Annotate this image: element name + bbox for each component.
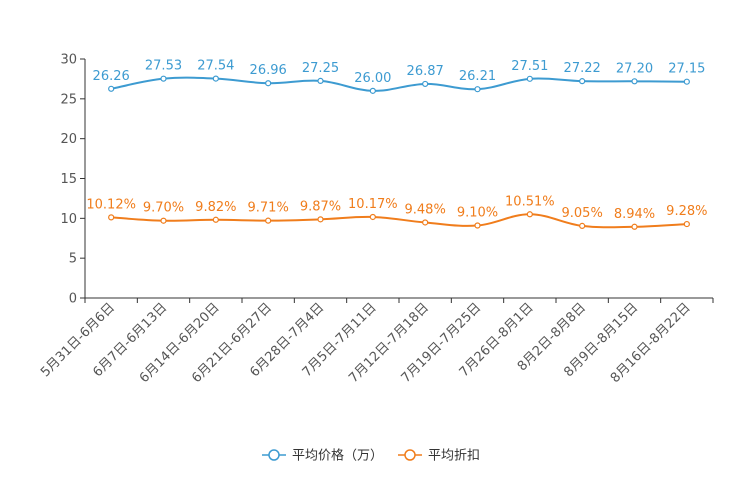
data-label: 26.87 <box>407 64 444 79</box>
data-point[interactable] <box>317 77 324 85</box>
data-point[interactable] <box>422 80 429 88</box>
data-point[interactable] <box>579 222 586 230</box>
legend-marker-icon <box>268 449 280 461</box>
data-point[interactable] <box>369 213 376 221</box>
data-point[interactable] <box>160 75 167 82</box>
data-label: 26.00 <box>354 71 391 86</box>
data-label: 27.20 <box>616 61 653 76</box>
y-tick-label: 20 <box>60 132 77 147</box>
data-point[interactable] <box>160 217 167 224</box>
data-point[interactable] <box>317 216 324 223</box>
y-tick-label: 15 <box>60 172 77 187</box>
data-label: 10.12% <box>86 197 136 212</box>
data-point[interactable] <box>265 217 272 224</box>
data-label: 9.28% <box>666 204 707 219</box>
data-point[interactable] <box>108 214 115 221</box>
data-label: 27.22 <box>564 61 601 76</box>
legend-item-avg-discount[interactable]: 平均折扣 <box>398 449 480 464</box>
series-line <box>111 213 687 229</box>
data-label: 26.96 <box>250 63 287 78</box>
data-point[interactable] <box>526 75 533 82</box>
data-point[interactable] <box>631 223 638 230</box>
data-label: 9.87% <box>300 199 341 214</box>
data-point[interactable] <box>265 80 272 87</box>
data-label: 10.17% <box>348 197 398 212</box>
legend-marker-icon <box>404 449 416 461</box>
series-line <box>110 76 687 92</box>
data-point[interactable] <box>474 222 481 229</box>
data-label: 9.70% <box>143 201 184 216</box>
series-avg-discount: 10.12% 9.70% 9.82% 9.71% 9.87% 10.17% 9.48% 9.1… <box>86 194 707 230</box>
data-point[interactable] <box>526 211 533 218</box>
series-avg-price: 26.26 27.53 27.54 26.96 27.25 26.00 26.87 26.21… <box>93 59 705 94</box>
data-point[interactable] <box>108 85 115 92</box>
y-tick-label: 30 <box>60 53 77 68</box>
data-label: 10.51% <box>505 194 555 209</box>
data-point[interactable] <box>212 75 219 82</box>
y-tick-label: 10 <box>60 212 77 227</box>
legend-label: 平均折扣 <box>428 449 480 464</box>
data-point[interactable] <box>422 219 429 226</box>
y-tick-label: 25 <box>60 92 77 107</box>
y-tick-label: 0 <box>69 292 77 307</box>
data-label: 9.82% <box>195 200 236 215</box>
data-label: 27.15 <box>668 62 705 77</box>
data-point[interactable] <box>631 78 638 85</box>
y-tick-label: 5 <box>69 252 77 267</box>
data-label: 27.25 <box>302 61 339 76</box>
data-label: 27.51 <box>511 59 548 74</box>
data-label: 9.10% <box>457 206 498 221</box>
data-label: 26.26 <box>93 69 130 84</box>
data-label: 9.48% <box>405 202 446 217</box>
data-label: 8.94% <box>614 207 655 222</box>
data-point[interactable] <box>683 220 690 228</box>
data-label: 27.54 <box>197 59 234 74</box>
data-label: 9.71% <box>248 201 289 216</box>
data-point[interactable] <box>212 216 219 223</box>
data-label: 27.53 <box>145 59 182 74</box>
data-point[interactable] <box>369 87 376 94</box>
data-point[interactable] <box>474 86 481 93</box>
data-label: 9.05% <box>562 206 603 221</box>
data-point[interactable] <box>579 78 586 85</box>
legend-label: 平均价格（万） <box>292 448 383 464</box>
data-label: 26.21 <box>459 69 496 84</box>
data-point[interactable] <box>683 78 690 85</box>
legend-item-avg-price[interactable]: 平均价格（万） <box>262 448 383 464</box>
legend[interactable]: 平均价格（万） 平均折扣 <box>262 448 480 464</box>
series-layer: 26.26 27.53 27.54 26.96 27.25 26.00 26.87 26.21… <box>86 59 707 230</box>
